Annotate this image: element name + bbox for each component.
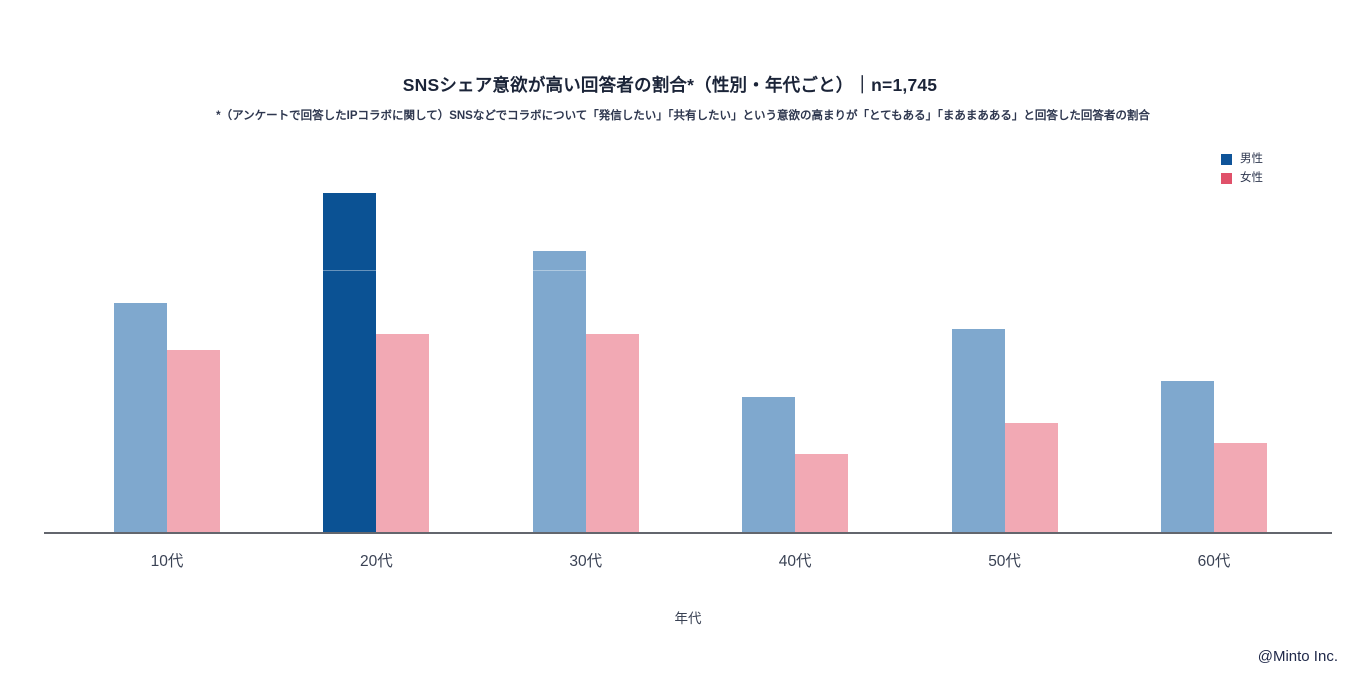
x-tick-label-60代: 60代 (1197, 553, 1231, 570)
legend-swatch-icon (1221, 154, 1232, 165)
x-tick-label-30代: 30代 (569, 553, 603, 570)
x-tick-label-40代: 40代 (778, 553, 812, 570)
legend-swatch-icon (1221, 173, 1232, 184)
plot-area (44, 182, 1332, 532)
bar-女性-60代 (1213, 443, 1267, 532)
bar-group-30代 (532, 251, 639, 532)
bar-女性-50代 (1004, 423, 1058, 532)
legend-item-男性: 男性 (1221, 151, 1263, 168)
bar-女性-20代 (376, 334, 430, 532)
bar-女性-40代 (795, 454, 849, 532)
bar-男性-60代 (1160, 381, 1214, 532)
legend-label: 男性 (1240, 153, 1263, 165)
legend-label: 女性 (1240, 172, 1263, 184)
chart-title: SNSシェア意欲が高い回答者の割合*（性別・年代ごと）｜n=1,745 (402, 75, 938, 95)
legend-item-女性: 女性 (1221, 170, 1263, 187)
x-tick-label-20代: 20代 (360, 553, 393, 570)
bar-group-60代 (1160, 381, 1267, 532)
bar-group-40代 (742, 397, 849, 532)
bar-group-20代 (323, 193, 430, 532)
x-tick-label-10代: 10代 (150, 553, 184, 570)
bar-groups (44, 182, 1332, 532)
bar-男性-20代 (323, 193, 377, 532)
bar-女性-30代 (585, 334, 639, 532)
bar-group-50代 (951, 329, 1058, 532)
bar-男性-10代 (114, 303, 167, 532)
x-axis-line (44, 532, 1332, 534)
chart-subtitle: *（アンケートで回答したIPコラボに関して）SNSなどでコラボについて「発信した… (216, 110, 1150, 122)
bar-男性-30代 (532, 251, 586, 532)
x-axis-tick-labels: 10代 20代 30代 40代 50代 60代 (44, 549, 1332, 571)
legend: 男性 女性 (1221, 151, 1263, 189)
credit-text: @Minto Inc. (1257, 648, 1338, 665)
bar-男性-40代 (742, 397, 796, 532)
x-axis-title: 年代 (674, 611, 702, 626)
bar-group-10代 (114, 303, 220, 532)
bar-男性-50代 (951, 329, 1005, 532)
bar-女性-10代 (167, 350, 220, 532)
x-tick-label-50代: 50代 (988, 553, 1021, 570)
